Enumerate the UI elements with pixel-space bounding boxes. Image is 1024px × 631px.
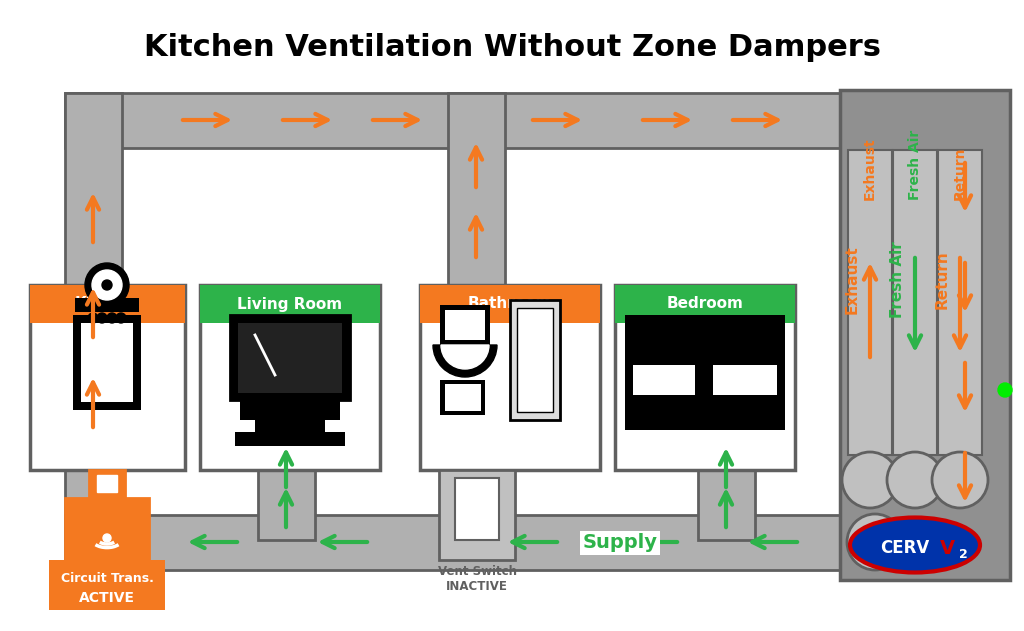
Circle shape bbox=[85, 263, 129, 307]
Circle shape bbox=[932, 452, 988, 508]
Text: Bedroom: Bedroom bbox=[667, 297, 743, 312]
Circle shape bbox=[998, 383, 1012, 397]
Text: V: V bbox=[939, 538, 954, 558]
Bar bbox=[713, 365, 777, 395]
Text: 2: 2 bbox=[958, 548, 968, 562]
Bar bbox=[615, 285, 795, 470]
Text: Supply: Supply bbox=[583, 533, 657, 553]
Bar bbox=[698, 468, 755, 540]
Text: Return: Return bbox=[953, 146, 967, 200]
Text: Bathroom: Bathroom bbox=[468, 297, 552, 312]
Bar bbox=[258, 468, 315, 540]
Bar bbox=[455, 478, 499, 540]
Text: Exhaust: Exhaust bbox=[845, 245, 859, 314]
Bar bbox=[420, 285, 600, 470]
Text: Fresh Air: Fresh Air bbox=[908, 130, 922, 200]
Circle shape bbox=[116, 313, 126, 323]
Bar bbox=[255, 420, 325, 432]
Bar bbox=[615, 285, 795, 323]
Text: ACTIVE: ACTIVE bbox=[79, 591, 135, 605]
Bar bbox=[625, 340, 785, 430]
Bar bbox=[625, 315, 785, 360]
Circle shape bbox=[92, 270, 122, 300]
Text: INACTIVE: INACTIVE bbox=[446, 580, 508, 593]
Bar bbox=[230, 315, 350, 400]
Bar bbox=[65, 498, 150, 560]
Bar bbox=[935, 93, 995, 545]
Bar bbox=[440, 380, 485, 415]
Circle shape bbox=[106, 313, 117, 323]
Circle shape bbox=[847, 514, 903, 570]
Bar bbox=[73, 315, 141, 410]
Bar bbox=[49, 560, 165, 610]
Text: CERV: CERV bbox=[881, 539, 930, 557]
Bar bbox=[420, 285, 600, 323]
Bar bbox=[81, 323, 133, 402]
Bar bbox=[445, 310, 485, 340]
Bar bbox=[625, 360, 785, 420]
Bar bbox=[89, 470, 125, 498]
Bar bbox=[840, 90, 1010, 580]
Circle shape bbox=[842, 452, 898, 508]
Bar bbox=[240, 400, 340, 420]
Bar bbox=[439, 470, 515, 560]
Bar bbox=[893, 150, 937, 455]
Bar bbox=[75, 298, 139, 312]
Bar bbox=[633, 365, 695, 395]
Circle shape bbox=[103, 534, 111, 542]
Bar bbox=[30, 285, 185, 470]
Text: Living Room: Living Room bbox=[238, 297, 343, 312]
Text: Vent Switch: Vent Switch bbox=[437, 565, 516, 578]
Bar bbox=[938, 150, 982, 455]
Bar bbox=[65, 93, 845, 148]
Bar bbox=[517, 308, 553, 412]
Circle shape bbox=[88, 313, 98, 323]
Bar bbox=[65, 515, 874, 570]
Circle shape bbox=[102, 280, 112, 290]
Bar bbox=[445, 384, 481, 411]
Text: Kitchen: Kitchen bbox=[75, 297, 140, 312]
Bar bbox=[238, 323, 342, 393]
Ellipse shape bbox=[850, 517, 980, 572]
Text: Fresh Air: Fresh Air bbox=[890, 242, 904, 319]
Text: Exhaust: Exhaust bbox=[863, 138, 877, 200]
Text: Circuit Trans.: Circuit Trans. bbox=[60, 572, 154, 584]
Bar bbox=[200, 285, 380, 470]
Bar bbox=[510, 300, 560, 420]
Circle shape bbox=[97, 313, 106, 323]
Wedge shape bbox=[433, 345, 497, 377]
Bar bbox=[440, 305, 490, 345]
Bar bbox=[234, 432, 345, 446]
Text: Return: Return bbox=[935, 251, 949, 309]
Bar bbox=[848, 150, 892, 455]
Bar bbox=[65, 93, 122, 540]
Wedge shape bbox=[441, 345, 489, 369]
Bar bbox=[97, 475, 117, 492]
Bar bbox=[449, 93, 505, 290]
Bar bbox=[200, 285, 380, 323]
Text: Kitchen Ventilation Without Zone Dampers: Kitchen Ventilation Without Zone Dampers bbox=[143, 33, 881, 62]
Bar bbox=[30, 285, 185, 323]
Circle shape bbox=[887, 452, 943, 508]
